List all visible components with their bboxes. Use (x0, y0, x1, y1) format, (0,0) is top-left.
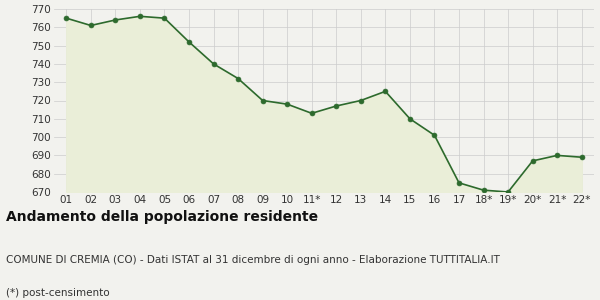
Text: Andamento della popolazione residente: Andamento della popolazione residente (6, 210, 318, 224)
Text: (*) post-censimento: (*) post-censimento (6, 288, 110, 298)
Text: COMUNE DI CREMIA (CO) - Dati ISTAT al 31 dicembre di ogni anno - Elaborazione TU: COMUNE DI CREMIA (CO) - Dati ISTAT al 31… (6, 255, 500, 265)
